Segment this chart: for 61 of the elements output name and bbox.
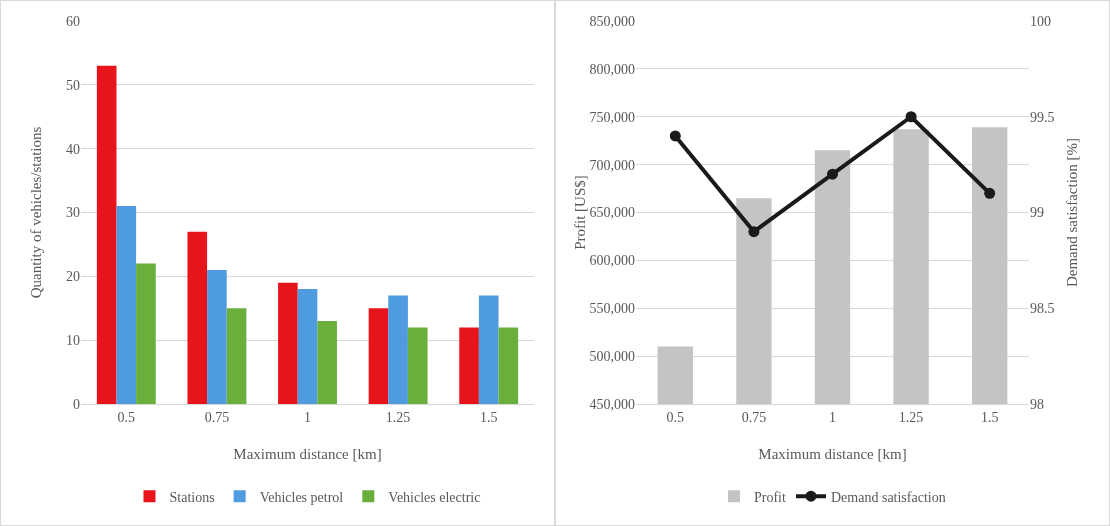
y-tick-label: 850,000 [589,13,635,29]
y2-tick-label: 100 [1030,13,1051,29]
point [905,111,917,123]
y-tick-label: 450,000 [589,396,635,412]
point [748,226,760,238]
y-tick-label: 0 [73,396,80,412]
x-tick-label: 1.5 [980,409,999,425]
legend-label: Profit [754,489,786,505]
y-tick-label: 10 [66,333,80,349]
y-tick-label: 50 [66,77,80,93]
point [827,168,838,180]
y2-axis-title: Demand satisfaction [%] [1063,137,1080,288]
y-tick-label: 700,000 [589,157,635,173]
bar [207,269,227,404]
bar [226,308,247,404]
bar [96,65,117,404]
x-tick-label: 1 [304,409,311,425]
y-axis-title: Profit [US$] [571,175,588,250]
legend-label: Vehicles petrol [259,489,344,505]
legend-label: Vehicles electric [388,489,481,505]
x-tick-label: 0.5 [666,409,685,425]
y-tick-label: 30 [66,205,80,221]
x-tick-label: 0.5 [117,409,136,425]
bar [278,282,298,404]
legend-label: Stations [169,489,215,505]
bar [498,327,519,404]
bar [116,206,137,404]
x-tick-label: 1.25 [385,409,411,425]
x-tick-label: 1 [829,409,836,425]
legend-label: Demand satisfaction [831,489,946,505]
point [669,130,681,142]
x-tick-label: 0.75 [204,409,230,425]
y2-tick-label: 99.5 [1030,109,1055,125]
bar [187,231,208,404]
y2-tick-label: 98.5 [1030,301,1055,317]
x-tick-label: 1.25 [898,409,924,425]
bar [407,327,428,404]
bar [368,308,389,404]
bar [459,327,479,404]
y2-tick-label: 98 [1030,396,1044,412]
y-axis-title: Quantity of vehicles/stations [28,126,44,299]
y-tick-label: 600,000 [589,253,635,269]
bar [478,295,499,404]
y-tick-label: 550,000 [589,301,635,317]
bar [297,289,318,404]
x-tick-label: 0.75 [741,409,767,425]
bar [388,295,408,404]
bar [317,321,337,404]
y-tick-label: 800,000 [589,61,635,77]
y-tick-label: 60 [66,13,80,29]
y-tick-label: 40 [66,141,80,157]
x-axis-title: Maximum distance [km] [233,446,382,462]
y-tick-label: 20 [66,269,80,285]
x-tick-label: 1.5 [479,409,498,425]
y-tick-label: 650,000 [589,205,635,221]
y-tick-label: 750,000 [589,109,635,125]
bar [136,263,156,404]
x-axis-title: Maximum distance [km] [758,446,907,462]
point [984,187,996,199]
y2-tick-label: 99 [1030,205,1044,221]
y-tick-label: 500,000 [589,349,635,365]
